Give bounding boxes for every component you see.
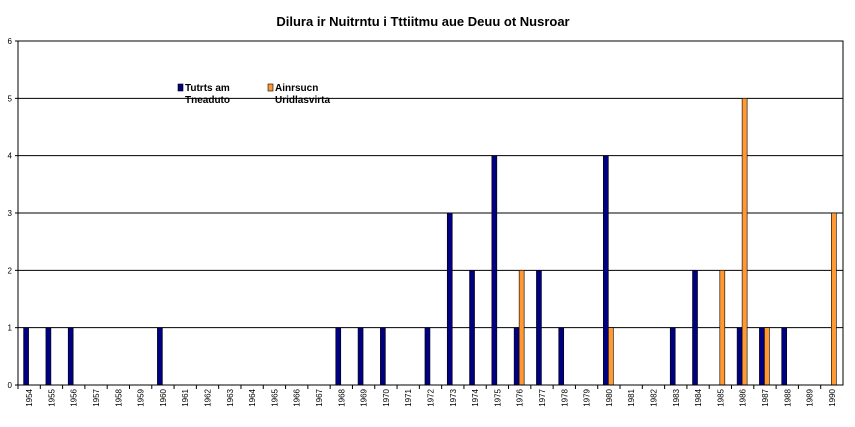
bar-series1 [380, 327, 386, 386]
legend-label: Tutrts am [185, 83, 230, 94]
bar-series1 [469, 270, 475, 386]
x-tick-label: 1973 [449, 388, 458, 406]
legend-label: Tneaduto [185, 95, 230, 106]
bar-series1 [335, 327, 342, 386]
y-tick-label: 0 [8, 381, 13, 390]
x-tick-label: 1977 [538, 388, 547, 406]
y-tick-label: 4 [8, 152, 13, 161]
x-tick-label: 1972 [427, 388, 436, 406]
x-tick-label: 1978 [560, 388, 569, 406]
x-tick-label: 1988 [783, 388, 792, 406]
bar-series1 [23, 327, 29, 386]
x-tick-label: 1990 [828, 388, 837, 406]
bar-series2 [518, 270, 525, 386]
bar-series2 [741, 98, 748, 386]
bar-series1 [558, 327, 565, 386]
chart-title: Dilura ir Nuitrntu i Tttiitmu aue Deuu o… [276, 14, 569, 29]
bar-series1 [157, 327, 163, 386]
x-tick-label: 1963 [226, 388, 235, 406]
axes [15, 40, 844, 389]
x-tick-label: 1968 [337, 388, 346, 406]
y-tick-label: 5 [8, 94, 13, 103]
y-tick-label: 6 [8, 37, 13, 46]
x-tick-label: 1989 [806, 388, 815, 406]
bar-series2 [831, 212, 837, 386]
bar-series1 [669, 327, 676, 386]
bar-series1 [357, 327, 364, 386]
x-tick-label: 1969 [360, 388, 369, 406]
x-tick-label: 1982 [649, 388, 658, 406]
legend-label: Uridlasvirta [275, 95, 330, 106]
bar-series1 [603, 155, 609, 386]
x-tick-label: 1955 [47, 388, 56, 406]
y-tick-label: 3 [8, 209, 13, 218]
bar-series2 [719, 270, 726, 386]
y-tick-label: 2 [8, 266, 13, 275]
x-tick-label: 1971 [404, 388, 413, 406]
legend-swatch [177, 83, 184, 92]
y-tick-labels: 0 1 2 3 4 5 6 [8, 37, 13, 390]
bar-series1 [491, 155, 498, 386]
bar-series2 [608, 327, 614, 386]
x-tick-label: 1970 [382, 388, 391, 406]
x-tick-label: 1961 [181, 388, 190, 406]
bar-series1 [759, 327, 765, 386]
bar-series1 [424, 327, 431, 386]
gridlines [18, 97, 843, 329]
legend-swatch [267, 83, 274, 92]
bar-series1 [446, 212, 453, 386]
x-tick-label: 1954 [25, 388, 34, 406]
bars [23, 98, 837, 386]
x-tick-labels: 1954 1955 1956 1957 1958 1959 1960 1961 1962 1963… [25, 388, 837, 406]
bar-series1 [736, 327, 743, 386]
y-tick-label: 1 [8, 324, 13, 333]
x-tick-label: 1984 [694, 388, 703, 406]
x-tick-label: 1975 [493, 388, 502, 406]
x-tick-label: 1956 [70, 388, 79, 406]
bar-series1 [67, 327, 74, 386]
x-tick-label: 1966 [293, 388, 302, 406]
x-tick-label: 1981 [627, 388, 636, 406]
x-tick-label: 1964 [248, 388, 257, 406]
x-tick-label: 1957 [92, 388, 101, 406]
x-tick-label: 1967 [315, 388, 324, 406]
x-tick-label: 1959 [137, 388, 146, 406]
x-tick-label: 1980 [605, 388, 614, 406]
x-tick-label: 1985 [716, 388, 725, 406]
x-tick-label: 1974 [471, 388, 480, 406]
x-tick-label: 1965 [270, 388, 279, 406]
bar-series2 [764, 327, 770, 386]
bar-series1 [692, 270, 698, 386]
legend-label: Ainrsucn [275, 83, 318, 94]
x-tick-label: 1979 [583, 388, 592, 406]
bar-series1 [781, 327, 788, 386]
x-tick-label: 1976 [516, 388, 525, 406]
x-tick-label: 1962 [204, 388, 213, 406]
x-tick-label: 1958 [114, 388, 123, 406]
x-tick-label: 1987 [761, 388, 770, 406]
bar-series1 [536, 270, 542, 386]
x-tick-label: 1960 [159, 388, 168, 406]
bar-series1 [45, 327, 52, 386]
x-tick-label: 1986 [739, 388, 748, 406]
x-tick-label: 1983 [672, 388, 681, 406]
bar-series1 [513, 327, 520, 386]
